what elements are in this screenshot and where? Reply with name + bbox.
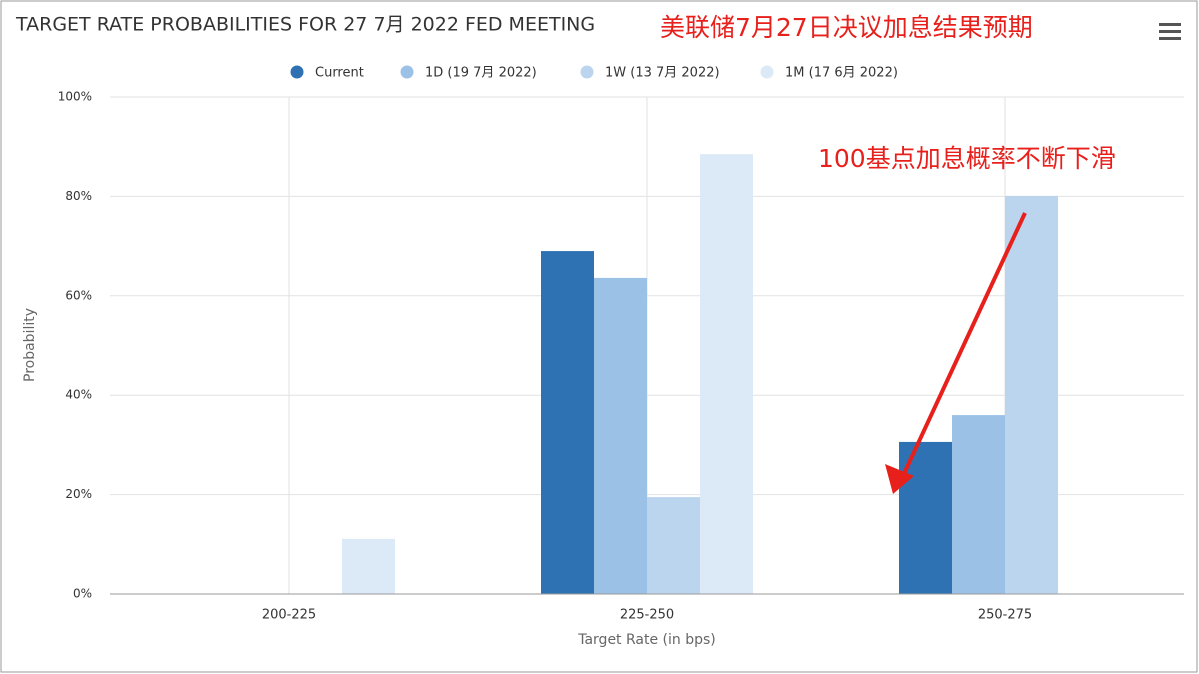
legend-label: 1M (17 6月 2022)	[785, 66, 898, 81]
annotation: 美联储7月27日决议加息结果预期	[660, 13, 1033, 42]
legend-label: Current	[315, 66, 364, 81]
bar	[594, 277, 647, 594]
bar	[1005, 195, 1058, 594]
x-tick-label: 200-225	[262, 608, 316, 623]
bar	[952, 415, 1005, 594]
x-tick-label: 250-275	[978, 608, 1032, 623]
menu-icon[interactable]	[1159, 23, 1181, 40]
legend-marker	[400, 65, 414, 79]
bar	[647, 497, 700, 594]
y-tick-label: 80%	[65, 189, 92, 203]
arrow-shaft	[900, 212, 1027, 479]
bar	[342, 538, 395, 594]
legend-marker	[760, 65, 774, 79]
legend-marker	[290, 65, 304, 79]
y-tick-label: 100%	[58, 90, 92, 104]
menu-bar	[1159, 30, 1181, 33]
x-axis-label: Target Rate (in bps)	[577, 632, 716, 648]
arrow-head	[885, 464, 914, 494]
y-tick-label: 0%	[73, 587, 92, 601]
chart-title: TARGET RATE PROBABILITIES FOR 27 7月 2022…	[15, 14, 595, 36]
y-tick-label: 40%	[65, 388, 92, 402]
legend-label: 1D (19 7月 2022)	[425, 66, 537, 81]
x-tick-label: 225-250	[620, 608, 674, 623]
menu-bar	[1159, 37, 1181, 40]
legend-label: 1W (13 7月 2022)	[605, 66, 720, 81]
y-tick-label: 20%	[65, 487, 92, 501]
overlay	[885, 212, 1027, 494]
y-tick-label: 60%	[65, 288, 92, 302]
bar	[541, 251, 594, 594]
y-axis-label: Probability	[22, 308, 38, 382]
annotation: 100基点加息概率不断下滑	[818, 144, 1116, 173]
bar	[700, 154, 753, 594]
menu-bar	[1159, 23, 1181, 26]
legend-marker	[580, 65, 594, 79]
legend: Current 1D (19 7月 2022) 1W (13 7月 2022) 1M …	[290, 65, 898, 81]
